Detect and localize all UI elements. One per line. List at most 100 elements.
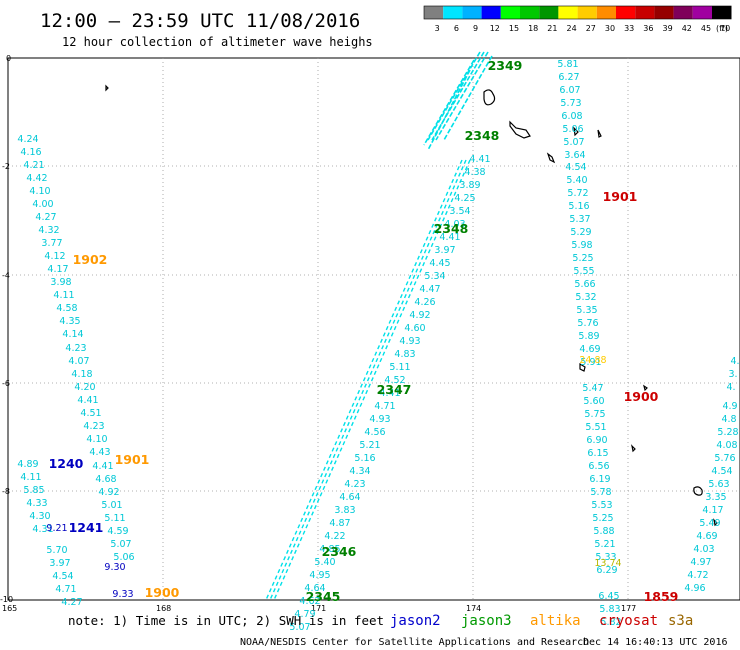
swh-value: 4.10 — [29, 186, 50, 197]
scale-swatch — [500, 6, 520, 19]
swh-value: 4.22 — [324, 531, 345, 542]
footer-credit: NOAA/NESDIS Center for Satellite Applica… — [240, 637, 589, 648]
swh-value: 4.56 — [364, 427, 385, 438]
swh-value: 5.40 — [566, 175, 587, 186]
x-tick-label: 171 — [311, 604, 326, 613]
plot-border — [7, 57, 740, 601]
scale-label: 70 — [720, 24, 730, 33]
swh-value: 4.58 — [56, 303, 77, 314]
island-outline — [693, 486, 703, 496]
swh-value: 4.41 — [77, 395, 98, 406]
swh-value: 5.06 — [562, 124, 583, 135]
swh-value: 4.60 — [404, 323, 425, 334]
swh-labels: 4.244.164.214.424.104.004.274.323.774.12… — [17, 59, 739, 633]
swh-value: 5.75 — [584, 409, 605, 420]
swh-value: 4.47 — [419, 284, 440, 295]
scale-label: 15 — [509, 24, 519, 33]
scale-swatch — [462, 6, 482, 19]
swh-value: 5.81 — [557, 59, 578, 70]
swh-value: 5.89 — [578, 331, 599, 342]
swh-value: 4.07 — [68, 356, 89, 367]
swh-value: 4.69 — [579, 344, 600, 355]
scale-label: 24 — [567, 24, 577, 33]
islands — [105, 84, 718, 527]
swh-value: 4.27 — [35, 212, 56, 223]
pass-time: 1902 — [73, 252, 108, 267]
swh-value: 5.72 — [567, 188, 588, 199]
swh-value: 4.59 — [107, 526, 128, 537]
scale-label: 18 — [528, 24, 538, 33]
swh-value: 5.01 — [101, 500, 122, 511]
legend: note: 1) Time is in UTC; 2) SWH is in fe… — [68, 613, 693, 629]
swh-value: 5.70 — [46, 545, 67, 556]
swh-value: 4.41 — [439, 232, 460, 243]
color-scale: 3 6 9 12 15 18 21 24 27 30 33 36 39 42 45 70(ft) — [423, 5, 732, 33]
swh-value: 4.03 — [693, 544, 714, 555]
swh-value: 4.62 — [299, 596, 320, 607]
map-title: 12:00 – 23:59 UTC 11/08/2016 — [40, 10, 360, 32]
swh-value: 3.97 — [49, 558, 70, 569]
swh-value: 4.24 — [17, 134, 38, 145]
swh-value: 6.15 — [587, 448, 608, 459]
swh-value: 6.90 — [586, 435, 607, 446]
swh-value: 5.91 — [580, 357, 601, 368]
scale-label: 9 — [473, 24, 478, 33]
scale-swatch — [481, 6, 501, 19]
swh-value: 4.97 — [690, 557, 711, 568]
scale-label: 45 — [701, 24, 711, 33]
swh-value: 4.42 — [26, 173, 47, 184]
swh-value: 4.34 — [349, 466, 370, 477]
pass-time: 2347 — [377, 382, 412, 397]
swh-value: 4.64 — [304, 583, 325, 594]
swh-value: 4.54 — [52, 571, 73, 582]
swh-value: 3.89 — [459, 180, 480, 191]
swh-value: 5.76 — [714, 453, 735, 464]
swh-value: 5.37 — [569, 214, 590, 225]
scale-swatch — [635, 6, 655, 19]
pass-time: 1900 — [145, 585, 180, 600]
swh-value: 4.89 — [17, 459, 38, 470]
swh-value: 4.08 — [716, 440, 737, 451]
swh-value: 6.19 — [589, 474, 610, 485]
island-outline — [483, 89, 496, 106]
swh-value-high: 13.74 — [594, 558, 621, 569]
swh-value: 5.28 — [717, 427, 738, 438]
legend-note: note: 1) Time is in UTC; 2) SWH is in fe… — [68, 613, 384, 628]
swh-value: 4. — [726, 382, 735, 393]
swh-value: 5.07 — [110, 539, 131, 550]
swh-value: 5.49 — [699, 518, 720, 529]
swh-value: 4.95 — [309, 570, 330, 581]
swh-value: 5.76 — [577, 318, 598, 329]
swh-value: 5.25 — [572, 253, 593, 264]
swh-value: 4.87 — [329, 518, 350, 529]
scale-swatch — [577, 6, 597, 19]
swh-value: 4.52 — [384, 375, 405, 386]
swh-value: 5.25 — [592, 513, 613, 524]
swh-value: 5.16 — [354, 453, 375, 464]
scale-swatch — [539, 6, 559, 19]
pass-time: 2348 — [465, 128, 500, 143]
swh-value: 4.41 — [379, 388, 400, 399]
swh-value: 4.21 — [23, 160, 44, 171]
island-outline — [509, 120, 531, 139]
dense-track-segment — [423, 51, 493, 151]
island-outline — [546, 152, 556, 164]
swh-value: 3.35 — [705, 492, 726, 503]
swh-value: 5.83 — [599, 604, 620, 615]
scale-unit: (ft) — [716, 24, 728, 33]
scale-swatch — [712, 6, 732, 19]
swh-value: 5.73 — [560, 98, 581, 109]
swh-value-high: 9.33 — [112, 589, 133, 600]
swh-value: 4.35 — [59, 316, 80, 327]
swh-value: 4.20 — [74, 382, 95, 393]
swh-value: 4.10 — [86, 434, 107, 445]
swh-value: 4.41 — [469, 154, 490, 165]
swh-value: 5.98 — [571, 240, 592, 251]
scale-swatch — [424, 6, 444, 19]
swh-value: 5.33 — [595, 552, 616, 563]
legend-s3a: s3a — [668, 613, 693, 629]
swh-value: 4.11 — [53, 290, 74, 301]
swh-value: 4.16 — [20, 147, 41, 158]
